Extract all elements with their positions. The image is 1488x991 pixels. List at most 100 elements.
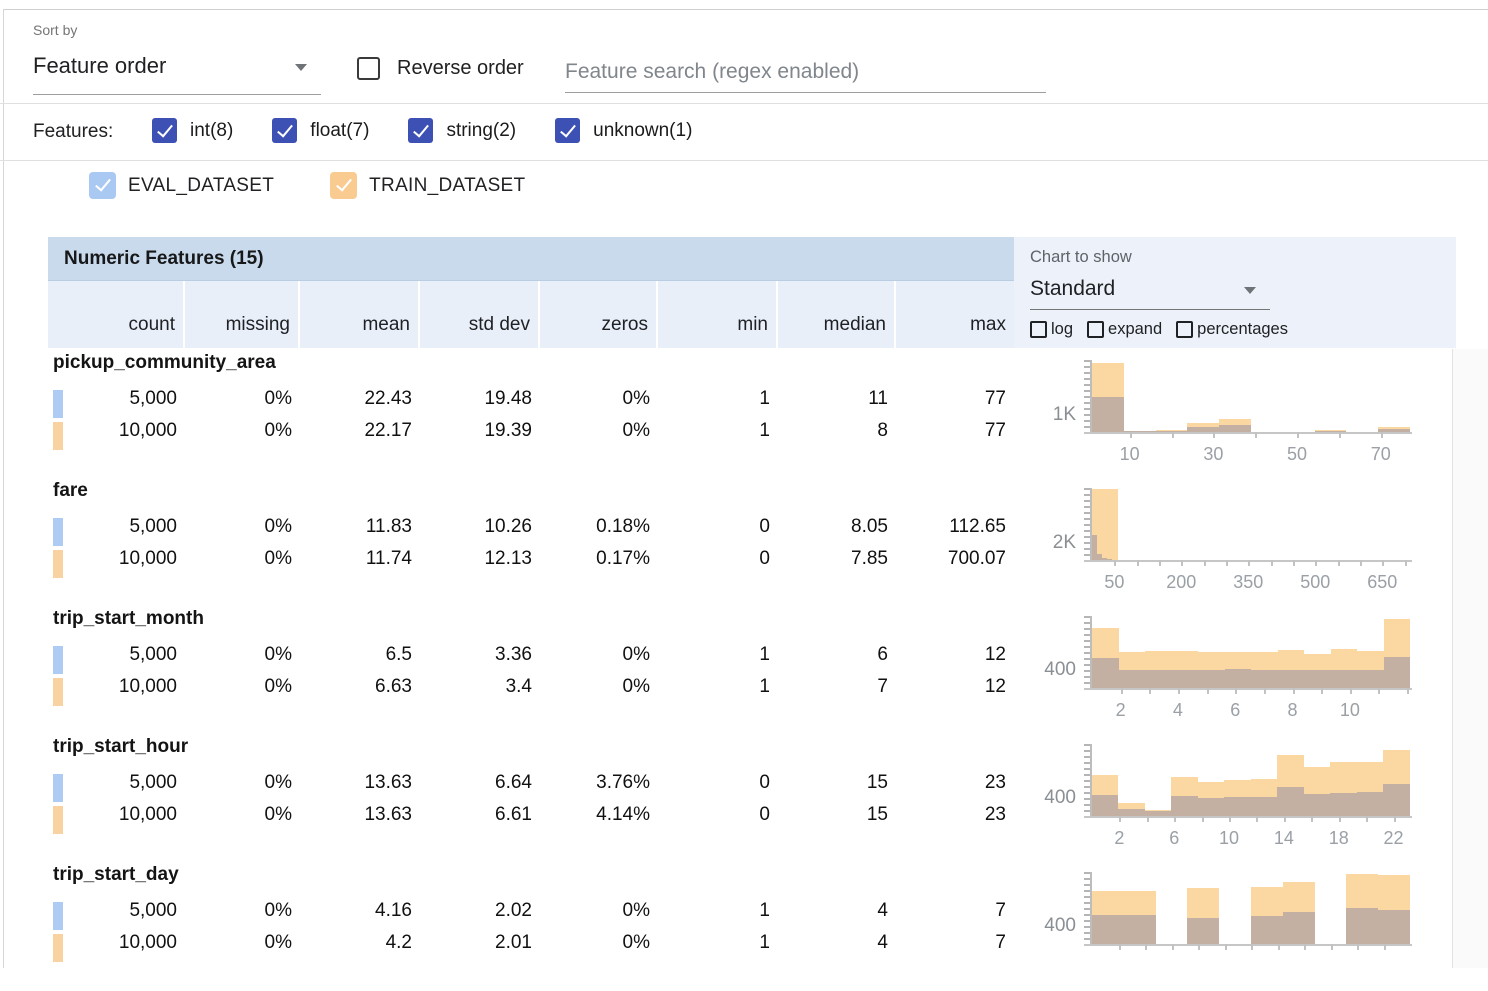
stat-cell: 1 <box>658 932 778 954</box>
stat-value: 6.64 <box>495 772 532 793</box>
eval-bar <box>1378 910 1410 944</box>
y-axis-tick <box>1084 652 1090 654</box>
table-column-headers: countmissingmeanstd devzerosminmedianmax <box>48 281 1014 348</box>
stat-cell: 23 <box>896 772 1014 794</box>
feature-block-trip_start_day: trip_start_day5,0000%4.162.020%14710,000… <box>48 863 1014 959</box>
stat-cell: 700.07 <box>896 548 1014 570</box>
checkbox-checked-icon[interactable] <box>272 118 297 143</box>
y-axis-tick <box>1084 426 1090 428</box>
checkbox-checked-icon[interactable] <box>330 172 357 199</box>
feature-type-unknown[interactable]: unknown(1) <box>555 118 692 143</box>
reverse-order-checkbox[interactable] <box>357 57 380 80</box>
x-axis-label: 10 <box>1219 828 1239 849</box>
train-dataset-swatch <box>53 806 63 834</box>
y-axis-tick <box>1084 762 1090 764</box>
chart-option-log[interactable]: log <box>1030 320 1073 339</box>
stat-value: 700.07 <box>948 548 1006 569</box>
eval-stats-row: 5,0000%4.162.020%147 <box>48 895 1014 927</box>
feature-block-fare: fare5,0000%11.8310.260.18%08.05112.6510,… <box>48 479 1014 575</box>
eval-stats-row: 5,0000%22.4319.480%11177 <box>48 383 1014 415</box>
feature-type-int[interactable]: int(8) <box>152 118 233 143</box>
eval-bar <box>1277 787 1303 816</box>
stat-cell: 0% <box>185 644 300 666</box>
stat-value: 10,000 <box>119 548 177 569</box>
stat-value: 0 <box>759 548 770 569</box>
y-axis-tick <box>1084 646 1090 648</box>
stat-cell: 15 <box>778 804 896 826</box>
x-axis-tick <box>1174 816 1176 822</box>
x-axis-tick <box>1264 688 1266 694</box>
eval-bar <box>1251 797 1277 816</box>
chart-option-percentages[interactable]: percentages <box>1176 320 1288 339</box>
stat-cell: 3.4 <box>420 676 540 698</box>
stat-value: 10,000 <box>119 932 177 953</box>
features-filter-label: Features: <box>33 121 113 143</box>
stat-cell: 12 <box>896 644 1014 666</box>
stat-value: 7 <box>877 676 888 697</box>
stat-cell: 19.48 <box>420 388 540 410</box>
stat-cell: 0% <box>185 676 300 698</box>
chart-option-expand[interactable]: expand <box>1087 320 1162 339</box>
eval-stats-row: 5,0000%13.636.643.76%01523 <box>48 767 1014 799</box>
train-stats-row: 10,0000%6.633.40%1712 <box>48 671 1014 703</box>
checkbox-checked-icon[interactable] <box>408 118 433 143</box>
y-axis-tick <box>1084 786 1090 788</box>
feature-search-input[interactable] <box>565 52 1046 92</box>
checkbox-checked-icon[interactable] <box>152 118 177 143</box>
y-axis-label: 400 <box>1028 659 1076 681</box>
stat-value: 0% <box>265 420 292 441</box>
chart-option-label: log <box>1051 320 1073 339</box>
x-axis-tick <box>1130 432 1132 438</box>
x-axis-tick <box>1256 816 1258 822</box>
stat-value: 10,000 <box>119 676 177 697</box>
checkbox-unchecked-icon[interactable] <box>1176 321 1193 338</box>
stat-value: 0% <box>265 388 292 409</box>
stat-cell: 0% <box>540 676 658 698</box>
stat-cell: 11.83 <box>300 516 420 538</box>
checkbox-checked-icon[interactable] <box>555 118 580 143</box>
eval-bar <box>1118 809 1144 816</box>
feature-name: trip_start_month <box>48 607 1014 633</box>
x-axis <box>1084 432 1412 434</box>
feature-type-string[interactable]: string(2) <box>408 118 516 143</box>
chart-type-select[interactable]: Standard <box>1030 273 1270 310</box>
stat-value: 0% <box>265 548 292 569</box>
x-axis-tick <box>1382 560 1384 566</box>
eval-bar <box>1251 916 1283 944</box>
x-axis-tick <box>1226 560 1228 566</box>
sort-by-select[interactable]: Feature order <box>33 46 321 95</box>
train-stats-row: 10,0000%22.1719.390%1877 <box>48 415 1014 447</box>
stat-value: 6.5 <box>386 644 412 665</box>
x-axis-tick <box>1304 944 1306 950</box>
stat-cell: 4.2 <box>300 932 420 954</box>
feature-type-label: int(8) <box>190 120 233 142</box>
eval-bar <box>1172 670 1199 688</box>
y-axis-tick <box>1084 890 1090 892</box>
x-axis-tick <box>1366 816 1368 822</box>
feature-search-field[interactable] <box>565 52 1046 93</box>
x-axis-tick <box>1315 560 1317 566</box>
stat-cell: 0% <box>185 420 300 442</box>
dataset-toggle-train_dataset[interactable]: TRAIN_DATASET <box>330 172 525 199</box>
stat-value: 11.83 <box>366 516 412 537</box>
x-axis-tick <box>1360 560 1362 566</box>
scrollbar-track[interactable] <box>1452 349 1488 968</box>
stat-value: 2.01 <box>495 932 532 953</box>
checkbox-checked-icon[interactable] <box>89 172 116 199</box>
stat-value: 0% <box>623 932 650 953</box>
checkbox-unchecked-icon[interactable] <box>1087 321 1104 338</box>
y-axis-tick <box>1084 512 1090 514</box>
stat-cell: 7 <box>896 932 1014 954</box>
stat-cell: 1 <box>658 900 778 922</box>
dataset-toggle-eval_dataset[interactable]: EVAL_DATASET <box>89 172 274 199</box>
stat-cell: 112.65 <box>896 516 1014 538</box>
stat-cell: 15 <box>778 772 896 794</box>
y-axis-tick <box>1084 396 1090 398</box>
x-axis-tick <box>1384 944 1386 950</box>
eval-bar <box>1357 670 1384 688</box>
stat-cell: 12.13 <box>420 548 540 570</box>
stat-value: 4 <box>877 900 888 921</box>
checkbox-unchecked-icon[interactable] <box>1030 321 1047 338</box>
feature-type-float[interactable]: float(7) <box>272 118 369 143</box>
y-axis-tick <box>1084 536 1090 538</box>
